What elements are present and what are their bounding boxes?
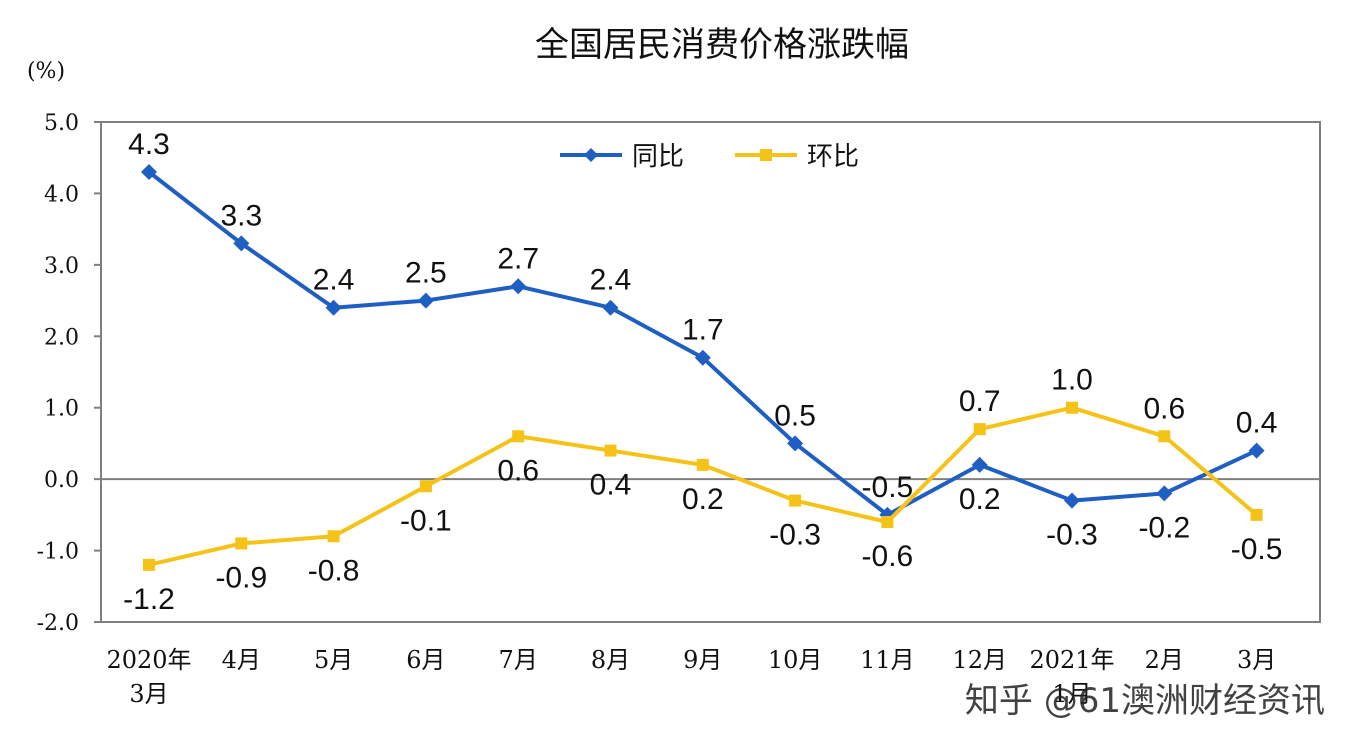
yoy-point-marker bbox=[510, 278, 527, 295]
yoy-data-label: 2.4 bbox=[590, 264, 632, 297]
plot-area-border bbox=[100, 121, 1321, 623]
mom-point-marker bbox=[143, 558, 155, 571]
mom-point-marker bbox=[512, 430, 525, 443]
yoy-data-label: 2.4 bbox=[313, 264, 355, 297]
mom-point-marker bbox=[327, 530, 340, 543]
mom-point-marker bbox=[235, 537, 248, 550]
mom-point-marker bbox=[973, 423, 986, 436]
mom-data-label: -0.1 bbox=[400, 504, 452, 537]
mom-data-label: 0.6 bbox=[1143, 392, 1185, 425]
mom-point-marker bbox=[419, 480, 432, 493]
x-tick-label: 4月 bbox=[222, 646, 261, 674]
x-tick-label: 8月 bbox=[591, 646, 630, 674]
x-tick-label: 6月 bbox=[406, 646, 445, 674]
y-tick-label: 4.0 bbox=[44, 182, 79, 207]
y-axis-ticks: 5.0 4.0 3.0 2.0 1.0 0.0 -1.0 -2.0 bbox=[37, 111, 101, 636]
series-layer bbox=[141, 164, 1265, 571]
y-tick-label: 3.0 bbox=[44, 254, 79, 279]
y-tick-label: 2.0 bbox=[44, 325, 79, 350]
data-labels-layer: 4.3 3.3 2.4 2.5 2.7 2.4 1.7 0.5 -0.5 0.2 -0.3 -0.2 0… bbox=[123, 128, 1282, 616]
y-tick-label: -1.0 bbox=[37, 540, 79, 565]
yoy-point-marker bbox=[1156, 485, 1173, 502]
legend-label-mom: 环比 bbox=[807, 142, 859, 172]
mom-data-label: 0.6 bbox=[497, 454, 539, 487]
yoy-point-marker bbox=[971, 456, 988, 473]
x-tick-label: 7月 bbox=[499, 646, 538, 674]
x-tick-label: 2021年 1月 bbox=[1029, 646, 1114, 708]
yoy-point-marker bbox=[1248, 442, 1265, 459]
yoy-data-label: 0.4 bbox=[1236, 407, 1278, 440]
yoy-data-label: 0.2 bbox=[959, 483, 1001, 516]
mom-data-label: 0.4 bbox=[590, 469, 632, 502]
x-tick-label: 11月 bbox=[860, 646, 915, 674]
mom-data-label: -0.6 bbox=[862, 540, 914, 573]
mom-point-marker bbox=[1250, 508, 1263, 521]
yoy-data-label: 4.3 bbox=[128, 128, 170, 161]
y-axis-unit-label: (%) bbox=[27, 59, 65, 84]
legend-label-yoy: 同比 bbox=[632, 142, 684, 172]
watermark: 知乎 @61澳洲财经资讯 bbox=[965, 681, 1325, 721]
x-tick-label: 9月 bbox=[683, 646, 722, 674]
y-tick-label: 5.0 bbox=[44, 111, 79, 136]
y-tick-label: 1.0 bbox=[44, 397, 79, 422]
mom-point-marker bbox=[789, 494, 802, 507]
yoy-point-marker bbox=[141, 164, 157, 180]
x-tick-label: 12月 bbox=[952, 646, 1007, 674]
yoy-data-label: -0.3 bbox=[1046, 519, 1098, 552]
yoy-point-marker bbox=[787, 435, 804, 452]
yoy-point-marker bbox=[417, 292, 434, 309]
yoy-point-marker bbox=[233, 235, 250, 252]
y-tick-label: 0.0 bbox=[44, 468, 79, 493]
mom-point-marker bbox=[696, 458, 709, 471]
yoy-data-label: 2.7 bbox=[497, 242, 539, 275]
mom-data-label: 0.2 bbox=[682, 483, 724, 516]
mom-point-marker bbox=[881, 516, 894, 528]
x-tick-label: 10月 bbox=[768, 646, 823, 674]
yoy-point-marker bbox=[694, 349, 711, 366]
yoy-data-label: 2.5 bbox=[405, 257, 447, 290]
yoy-data-label: 3.3 bbox=[220, 199, 262, 232]
mom-point-marker bbox=[604, 444, 617, 457]
x-axis-ticks: 2020年 3月 4月 5月 6月 7月 8月 9月 10月 11月 12月 2021年 1月 2月 3月 bbox=[106, 646, 1276, 708]
yoy-data-label: -0.2 bbox=[1138, 511, 1190, 544]
mom-point-marker bbox=[1066, 401, 1078, 414]
x-tick-label: 5月 bbox=[314, 646, 353, 674]
mom-data-label: -0.3 bbox=[769, 519, 821, 552]
yoy-point-marker bbox=[602, 299, 619, 316]
yoy-point-marker bbox=[325, 299, 342, 316]
yoy-data-label: 1.7 bbox=[682, 314, 724, 347]
mom-data-label: -0.9 bbox=[215, 561, 267, 594]
mom-data-label: -0.5 bbox=[1231, 533, 1283, 566]
legend-marker bbox=[584, 148, 598, 162]
mom-data-label: 1.0 bbox=[1051, 364, 1093, 397]
x-tick-label: 2020年 3月 bbox=[106, 646, 191, 708]
legend-marker bbox=[760, 149, 772, 161]
legend: 同比 环比 bbox=[560, 142, 859, 172]
mom-data-label: -0.8 bbox=[308, 554, 360, 587]
chart-title: 全国居民消费价格涨跌幅 bbox=[535, 25, 909, 65]
yoy-data-label: 0.5 bbox=[774, 399, 816, 432]
mom-point-marker bbox=[1158, 430, 1171, 443]
x-tick-label: 3月 bbox=[1237, 646, 1276, 674]
y-tick-label: -2.0 bbox=[37, 611, 79, 636]
mom-data-label: -1.2 bbox=[123, 583, 175, 616]
mom-data-label: 0.7 bbox=[959, 385, 1001, 418]
yoy-data-label: -0.5 bbox=[862, 471, 914, 504]
yoy-point-marker bbox=[1064, 492, 1080, 509]
x-tick-label: 2月 bbox=[1145, 646, 1184, 674]
